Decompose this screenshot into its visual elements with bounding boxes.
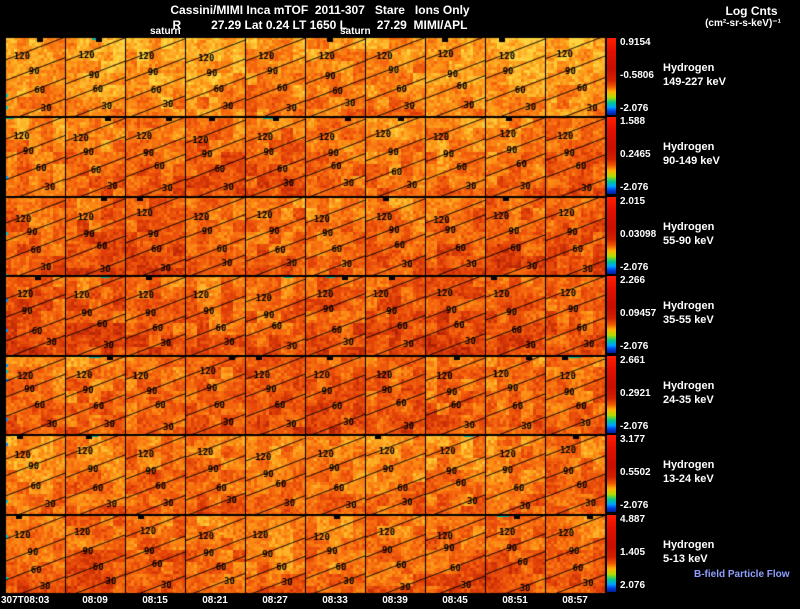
colorbar [607,276,616,353]
colorbar-min-value: -2.076 [620,103,649,114]
species-name: Hydrogen [663,380,715,392]
colorbar-min-value: 2.076 [620,580,646,591]
scale-row: 0.9154 -0.5806 -2.076 Hydrogen 149-227 k… [606,37,800,117]
colorbar-max-value: 0.9154 [620,37,651,48]
channel-label: Hydrogen 35-55 keV [663,299,714,327]
saturn-marker-label: saturn [150,26,181,37]
scale-row: 2.266 0.09457 -2.076 Hydrogen 35-55 keV [606,275,800,355]
energy-range: 13-24 keV [663,473,714,485]
colorbar [607,197,616,274]
scale-row: 1.588 0.2465 -2.076 Hydrogen 90-149 keV [606,116,800,196]
energy-range: 55-90 keV [663,235,714,247]
colorbar-min-value: -2.076 [620,421,649,432]
time-tick-label: 08:09 [82,595,108,606]
time-tick-label: 08:39 [382,595,408,606]
colorbar-max-value: 1.588 [620,116,646,127]
saturn-marker-label: saturn [340,26,371,37]
colorbar [607,515,616,592]
colorbar-min-value: -2.076 [620,500,649,511]
time-tick-label: 08:45 [442,595,468,606]
time-tick-label: 08:57 [562,595,588,606]
ephemeris-line: R 27.29 Lat 0.24 LT 1650 L 27.29 MIMI/AP… [172,18,468,32]
colorbar-mid-value: 0.09457 [620,308,657,319]
colorbar-mid-value: 0.5502 [620,467,651,478]
colorbar [607,356,616,433]
species-name: Hydrogen [663,62,715,74]
channel-label: Hydrogen 5-13 keV [663,538,714,566]
energy-range: 149-227 keV [663,76,726,88]
colorbar-min-value: -2.076 [620,341,649,352]
colorbar-mid-value: 0.2465 [620,149,651,160]
colorbar [607,435,616,512]
channel-label: Hydrogen 149-227 keV [663,61,726,89]
scale-row: 2.015 0.03098 -2.076 Hydrogen 55-90 keV [606,196,800,276]
time-tick-label: 08:27 [262,595,288,606]
species-name: Hydrogen [663,300,715,312]
time-tick-label: 08:33 [322,595,348,606]
time-tick-label: 307T08:03 [1,595,50,606]
time-tick-label: 08:21 [202,595,228,606]
energy-range: 24-35 keV [663,394,714,406]
energy-range: 5-13 keV [663,553,708,565]
bfield-note: B-field Particle Flow [694,569,790,580]
energy-range: 35-55 keV [663,314,714,326]
energy-range: 90-149 keV [663,155,720,167]
channel-label: Hydrogen 24-35 keV [663,379,714,407]
colorbar-min-value: -2.076 [620,262,649,273]
colorbar-mid-value: 0.2921 [620,388,651,399]
colorbar-mid-value: -0.5806 [620,70,654,81]
colorbar [607,38,616,115]
species-name: Hydrogen [663,141,715,153]
species-name: Hydrogen [663,539,715,551]
colorbar-min-value: -2.076 [620,182,649,193]
time-tick-label: 08:15 [142,595,168,606]
species-name: Hydrogen [663,459,715,471]
colorbar-max-value: 2.015 [620,196,646,207]
colorbar [607,117,616,194]
scale-row: 4.887 1.405 2.076 Hydrogen 5-13 keV [606,514,800,594]
channel-label: Hydrogen 13-24 keV [663,458,714,486]
scale-row: 3.177 0.5502 -2.076 Hydrogen 13-24 keV [606,434,800,514]
colorbar-mid-value: 1.405 [620,547,646,558]
scale-row: 2.661 0.2921 -2.076 Hydrogen 24-35 keV [606,355,800,435]
time-tick-label: 08:51 [502,595,528,606]
colorbar-mid-value: 0.03098 [620,229,657,240]
colorbar-max-value: 2.661 [620,355,646,366]
colorbar-units: (cm²-sr-s-keV)⁻¹ [705,18,781,29]
colorbar-max-value: 4.887 [620,514,646,525]
page-title: Cassini/MIMI Inca mTOF 2011-307 Stare Io… [170,3,470,17]
colorbar-title: Log Cnts [725,4,778,18]
colorbar-max-value: 3.177 [620,434,646,445]
species-name: Hydrogen [663,221,715,233]
channel-label: Hydrogen 55-90 keV [663,220,714,248]
channel-label: Hydrogen 90-149 keV [663,140,720,168]
colorbar-max-value: 2.266 [620,275,646,286]
heatmap-grid [5,37,606,594]
